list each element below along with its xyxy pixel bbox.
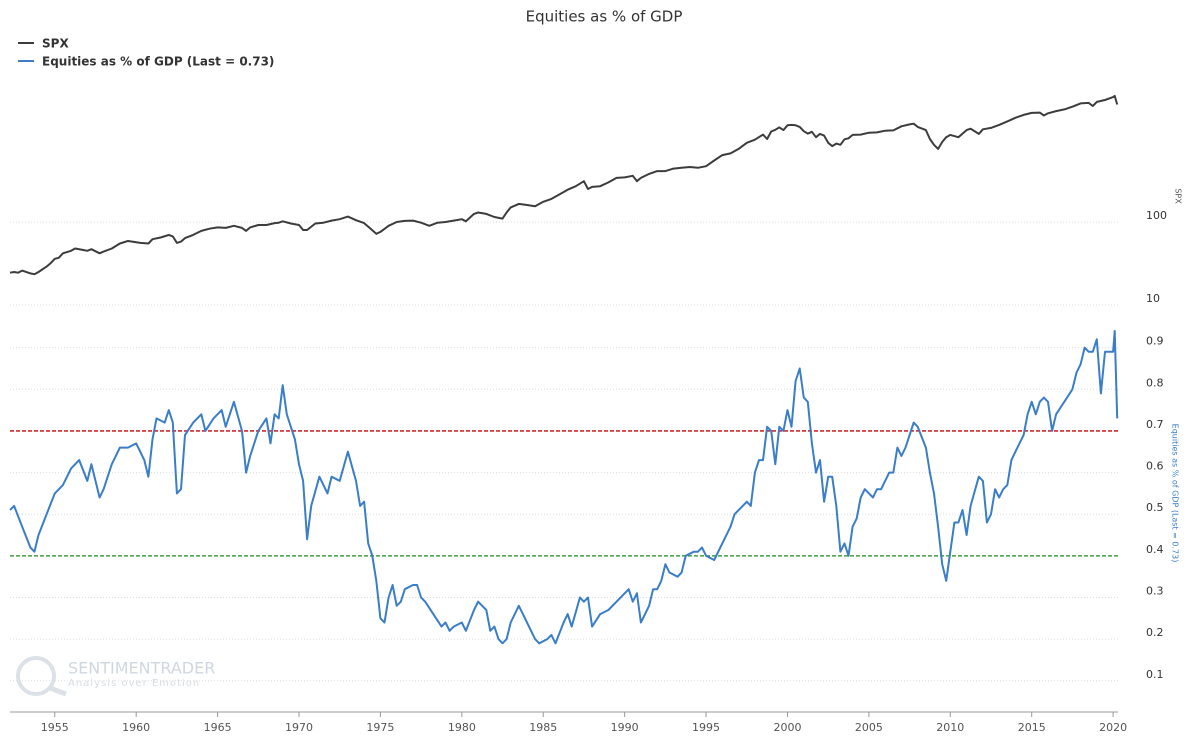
x-tick-label: 2020 xyxy=(1099,721,1127,734)
y-axis-title: Equities as % of GDP (Last = 0.73) xyxy=(1171,424,1180,563)
y-tick-label: 100 xyxy=(1146,209,1167,222)
y-tick-label: 0.2 xyxy=(1146,626,1164,639)
x-tick-label: 1980 xyxy=(448,721,476,734)
y-tick-label: 0.7 xyxy=(1146,418,1164,431)
y-tick-label: 0.9 xyxy=(1146,335,1164,348)
x-tick-label: 1975 xyxy=(366,721,394,734)
legend-label[interactable]: Equities as % of GDP (Last = 0.73) xyxy=(42,55,274,69)
x-tick-label: 1985 xyxy=(529,721,557,734)
watermark-brand: SENTIMENTRADER xyxy=(68,659,215,678)
x-tick-label: 2005 xyxy=(855,721,883,734)
watermark-tagline: Analysis over Emotion xyxy=(68,678,200,689)
y-tick-label: 0.5 xyxy=(1146,501,1164,514)
chart-title: Equities as % of GDP xyxy=(526,8,683,26)
y-tick-label: 10 xyxy=(1146,292,1160,305)
x-tick-label: 1965 xyxy=(204,721,232,734)
x-tick-label: 1955 xyxy=(41,721,69,734)
legend-label[interactable]: SPX xyxy=(42,37,69,51)
y-tick-label: 0.1 xyxy=(1146,668,1164,681)
y-axis-title: SPX xyxy=(1174,188,1183,204)
x-tick-label: 1995 xyxy=(692,721,720,734)
watermark: SENTIMENTRADER Analysis over Emotion xyxy=(16,656,215,697)
x-tick-label: 2010 xyxy=(936,721,964,734)
y-tick-label: 0.3 xyxy=(1146,584,1164,597)
series-line xyxy=(9,94,1119,276)
x-tick-label: 1970 xyxy=(285,721,313,734)
watermark-logo xyxy=(49,685,67,697)
y-tick-label: 0.4 xyxy=(1146,543,1164,556)
x-tick-label: 1990 xyxy=(611,721,639,734)
x-tick-label: 1960 xyxy=(122,721,150,734)
series-line xyxy=(9,330,1119,645)
x-tick-label: 2000 xyxy=(773,721,801,734)
y-tick-label: 0.8 xyxy=(1146,376,1164,389)
watermark-logo xyxy=(16,656,56,696)
x-tick-label: 2015 xyxy=(1018,721,1046,734)
y-tick-label: 0.6 xyxy=(1146,460,1164,473)
